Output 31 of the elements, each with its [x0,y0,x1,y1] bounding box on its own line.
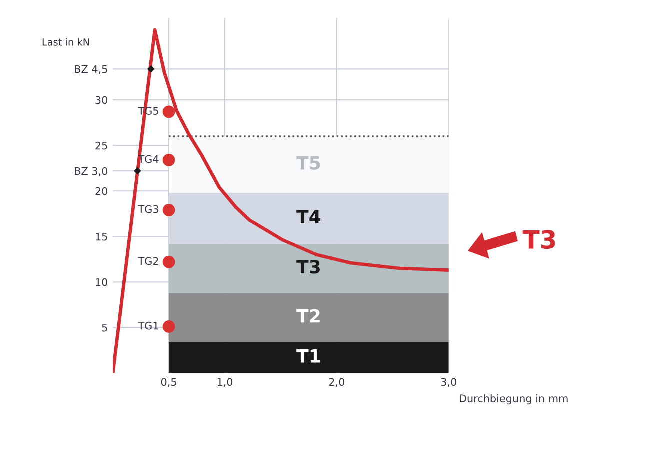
y-tick-label: BZ 3,0 [75,167,108,176]
x-axis-title: Durchbiegung in mm [460,394,568,405]
text: T3 [522,230,556,250]
point [162,204,176,216]
point [162,106,176,118]
y-tick-label: 20 [96,187,108,196]
series-label: T3 [296,260,320,274]
series-label: T5 [296,156,320,170]
y-tick-label: 25 [96,142,108,150]
data-label: TG2 [138,257,158,266]
series-label: T4 [296,210,321,224]
y-tick-label: 30 [96,96,108,104]
series-label: T1 [296,350,320,363]
point [162,154,176,166]
y-tick-label: BZ 4,5 [75,66,108,74]
x-tick-label: 2,0 [329,378,345,388]
point [162,320,176,333]
point [162,256,176,268]
y-axis-title: Last in kN [42,38,90,46]
y-tick-label: 15 [96,233,108,241]
data-label: TG3 [138,205,158,214]
x-tick-label: 3,0 [441,378,456,388]
y-tick-label: 10 [96,278,108,286]
line-series [113,28,449,374]
series-label: T2 [296,309,320,323]
y-tick-label: 5 [102,324,108,332]
data-label: TG1 [138,322,158,330]
x-tick-label: 0,5 [161,378,176,388]
x-tick-label: 1,0 [218,378,233,388]
point [134,167,142,175]
point [147,65,155,73]
